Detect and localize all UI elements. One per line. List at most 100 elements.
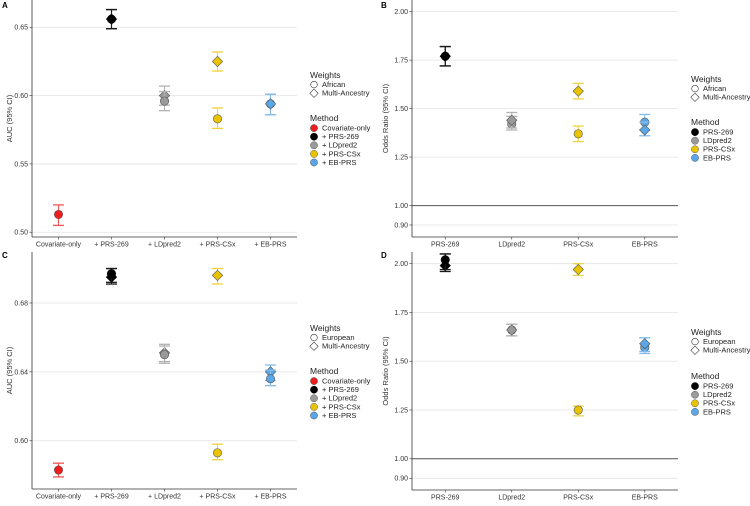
legend-method-swatch: [691, 145, 699, 154]
point-circle: [107, 14, 117, 24]
legend-method-item: PRS-269: [703, 128, 733, 137]
y-tick-label: 0.68: [14, 300, 28, 307]
legend-method-item: + PRS-CSx: [322, 402, 361, 411]
y-tick-label: 0.50: [14, 230, 28, 237]
x-tick-label: LDpred2: [498, 242, 525, 249]
x-tick-label: EB-PRS: [632, 495, 658, 502]
legend-method-swatch: [310, 377, 318, 385]
point-circle: [107, 269, 117, 279]
legend-method-swatch: [310, 403, 318, 411]
y-tick-label: 0.90: [394, 222, 408, 229]
legend-method-swatch: [310, 385, 318, 394]
legend-method-title: Method: [310, 366, 339, 376]
y-tick-label: 1.25: [394, 407, 408, 414]
x-tick-label: PRS-CSx: [563, 495, 593, 502]
x-tick-label: Covariate-only: [36, 242, 82, 249]
point-diamond: [264, 98, 277, 110]
panel-label: B: [381, 1, 387, 10]
x-tick-label: + LDpred2: [148, 494, 181, 501]
legend-diamond-icon: [690, 92, 700, 102]
x-tick-label: + EB-PRS: [254, 494, 286, 501]
panel-c: 0.60 0.64 0.68 Covariate-only + PRS-269 + LDp…: [2, 251, 371, 501]
legend-weights-item: Multi-Ancestry: [703, 93, 750, 102]
legend-method-swatch: [691, 382, 699, 390]
legend-weights-title: Weights: [310, 323, 341, 333]
legend-circle-icon: [310, 80, 318, 89]
y-tick-label: 1.00: [394, 203, 408, 210]
point-circle: [265, 374, 275, 384]
y-tick-label: 0.55: [14, 161, 28, 168]
y-axis-label: Odds Ratio (95% CI): [381, 336, 390, 406]
point-circle: [53, 209, 63, 219]
legend-method-title: Method: [691, 371, 720, 381]
y-tick-label: 2.00: [394, 9, 408, 16]
point-circle: [213, 448, 223, 458]
x-tick-label: LDpred2: [498, 495, 525, 502]
legend-method-item: Covariate-only: [322, 377, 371, 386]
legend-diamond-icon: [690, 345, 700, 355]
x-tick-label: + PRS-CSx: [200, 242, 236, 249]
legend-diamond-icon: [309, 341, 319, 351]
y-tick-label: 0.90: [394, 476, 408, 483]
legend-weights-item: European: [703, 337, 736, 346]
y-tick-label: 1.25: [394, 154, 408, 161]
point-circle: [573, 405, 583, 415]
legend-weights-item: European: [322, 333, 355, 342]
point-circle: [440, 51, 450, 61]
legend-method-item: + EB-PRS: [322, 158, 356, 167]
x-tick-label: + PRS-269: [94, 494, 129, 501]
panel-label: A: [2, 1, 8, 10]
point-diamond: [506, 324, 518, 336]
point-circle: [160, 96, 170, 106]
legend-method-swatch: [310, 150, 318, 158]
legend-method-item: PRS-CSx: [703, 399, 735, 408]
point-diamond: [639, 124, 651, 136]
legend-method-swatch: [691, 408, 699, 416]
y-tick-label: 1.75: [394, 58, 408, 65]
legend-diamond-icon: [309, 88, 319, 98]
point-circle: [160, 350, 170, 360]
legend-circle-icon: [691, 84, 699, 93]
y-tick-label: 0.60: [14, 93, 28, 100]
y-axis-label: AUC (95% CI): [5, 346, 14, 394]
point-circle: [440, 255, 450, 265]
y-tick-label: 0.60: [14, 438, 28, 445]
y-tick-label: 0.64: [14, 369, 28, 376]
legend-method-item: + PRS-269: [322, 132, 359, 141]
y-tick-label: 1.75: [394, 310, 408, 317]
legend-method-item: LDpred2: [703, 390, 732, 399]
legend-method-item: PRS-CSx: [703, 145, 735, 154]
legend-method-item: + LDpred2: [322, 141, 357, 150]
legend-method-swatch: [310, 411, 318, 420]
legend-method-swatch: [310, 141, 318, 150]
y-tick-label: 1.50: [394, 359, 408, 366]
legend-method-swatch: [310, 124, 318, 132]
legend-method-item: + PRS-CSx: [322, 149, 361, 158]
y-tick-label: 0.65: [14, 25, 28, 32]
legend-method-swatch: [310, 132, 318, 141]
x-tick-label: + PRS-269: [94, 242, 129, 249]
point-circle: [213, 114, 223, 124]
x-tick-label: PRS-269: [431, 495, 460, 502]
point-diamond: [211, 269, 224, 282]
x-tick-label: PRS-269: [431, 242, 460, 249]
point-circle: [573, 129, 583, 139]
legend-weights-item: African: [703, 84, 726, 93]
x-tick-label: EB-PRS: [632, 242, 658, 249]
point-circle: [53, 465, 63, 475]
legend-circle-icon: [310, 334, 318, 342]
legend-method-swatch: [691, 154, 699, 162]
legend-method-title: Method: [691, 117, 720, 127]
legend-weights-item: African: [322, 80, 345, 89]
legend-method-item: EB-PRS: [703, 153, 731, 162]
legend-method-item: Covariate-only: [322, 124, 371, 133]
legend-weights-item: Multi-Ancestry: [322, 342, 370, 351]
legend-method-swatch: [691, 399, 699, 408]
